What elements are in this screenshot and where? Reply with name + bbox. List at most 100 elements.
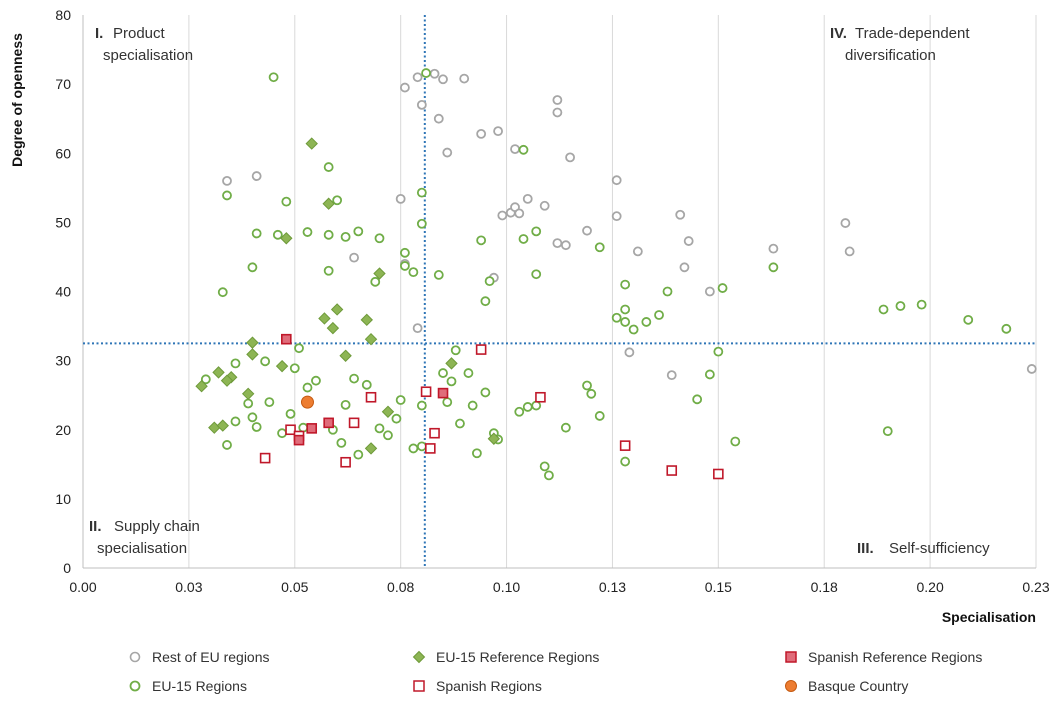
quadrant-label: Trade-dependent: [855, 25, 970, 42]
data-point: [560, 422, 571, 433]
legend-label: Spanish Regions: [436, 678, 542, 694]
x-tick-label: 0.00: [69, 579, 96, 595]
data-point: [704, 369, 715, 380]
data-point: [476, 235, 487, 246]
data-point: [480, 296, 491, 307]
diamond-icon: [412, 650, 426, 664]
y-tick-label: 70: [55, 76, 71, 92]
data-point: [539, 200, 550, 211]
data-point: [840, 218, 851, 228]
data-point: [305, 137, 318, 150]
data-point: [281, 333, 292, 345]
data-point: [425, 443, 436, 454]
data-point: [620, 317, 631, 327]
data-point: [360, 313, 373, 327]
data-point: [442, 397, 453, 408]
circle-open-icon: [129, 680, 141, 692]
data-point: [302, 382, 313, 393]
data-point: [318, 312, 331, 325]
data-point: [421, 68, 431, 78]
y-tick-label: 50: [55, 214, 71, 230]
data-point: [641, 317, 652, 327]
data-point: [768, 262, 779, 273]
y-tick-label: 80: [55, 7, 71, 23]
data-point: [323, 229, 334, 240]
data-point: [518, 234, 529, 244]
data-point: [348, 417, 360, 429]
data-point: [395, 193, 406, 204]
legend-item-basque: Basque Country: [784, 678, 908, 694]
data-point: [374, 233, 385, 244]
data-point: [487, 432, 501, 445]
data-point: [582, 225, 592, 236]
data-point: [594, 411, 605, 421]
data-point: [332, 195, 343, 206]
data-point: [277, 428, 287, 439]
data-point: [704, 286, 715, 297]
legend-label: Rest of EU regions: [152, 649, 270, 665]
data-point: [289, 363, 300, 374]
legend-item-rest-eu: Rest of EU regions: [128, 649, 270, 665]
data-point: [480, 387, 491, 398]
data-point: [463, 368, 474, 378]
quadrant-label: diversification: [845, 47, 936, 64]
data-point: [518, 144, 529, 155]
data-point: [476, 128, 487, 139]
data-point: [619, 440, 631, 451]
data-point: [412, 72, 423, 83]
data-point: [535, 391, 546, 403]
data-point: [212, 366, 225, 379]
data-point: [654, 310, 664, 320]
data-point: [370, 276, 381, 287]
data-point: [565, 152, 575, 163]
data-point: [552, 238, 563, 249]
data-point: [510, 144, 520, 155]
legend-item-eu15-ref: EU-15 Reference Regions: [412, 649, 599, 665]
data-point: [662, 286, 673, 297]
data-point: [222, 175, 232, 186]
data-point: [467, 400, 478, 411]
data-point: [713, 346, 724, 357]
data-point: [293, 434, 305, 446]
data-point: [717, 283, 728, 293]
data-point: [416, 441, 427, 452]
data-point: [353, 449, 364, 460]
axes: 0.00 0.03 0.05 0.08 0.10 0.13 0.15 0.18 0.20 0.23…: [55, 7, 1049, 595]
data-point: [322, 197, 335, 210]
data-point: [531, 400, 542, 411]
data-point: [220, 374, 234, 387]
data-point: [484, 276, 495, 287]
data-point: [963, 314, 974, 325]
data-point: [200, 374, 211, 385]
data-point: [420, 386, 432, 398]
x-tick-label: 0.18: [811, 579, 838, 595]
data-point: [349, 373, 359, 384]
data-point: [294, 343, 304, 354]
data-point: [632, 246, 643, 257]
data-point: [243, 398, 254, 409]
legend-label: EU-15 Regions: [152, 678, 247, 694]
scatter-chart: 0.00 0.03 0.05 0.08 0.10 0.13 0.15 0.18 0.20 0.23…: [9, 7, 1050, 625]
data-point: [586, 388, 597, 399]
data-point: [251, 171, 262, 181]
data-point: [349, 252, 359, 263]
data-point: [246, 336, 259, 349]
data-point: [620, 456, 631, 467]
data-point: [300, 395, 314, 409]
data-point: [264, 397, 275, 408]
data-point: [323, 162, 334, 172]
data-point: [522, 193, 533, 204]
data-point: [450, 345, 461, 356]
data-point: [544, 470, 554, 481]
y-tick-label: 10: [55, 491, 71, 507]
data-point: [497, 210, 508, 221]
data-point: [251, 228, 262, 239]
data-point: [437, 387, 449, 399]
data-point: [679, 262, 690, 273]
data-point: [298, 422, 309, 433]
data-point: [438, 368, 448, 378]
data-point: [1001, 323, 1012, 334]
y-tick-label: 20: [55, 422, 71, 438]
data-point: [683, 236, 694, 246]
data-point: [552, 95, 563, 105]
